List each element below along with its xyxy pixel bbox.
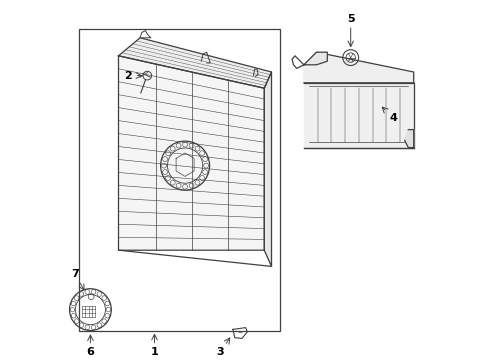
- Text: 5: 5: [346, 14, 354, 24]
- Text: 7: 7: [71, 269, 79, 279]
- Polygon shape: [118, 56, 264, 250]
- Polygon shape: [303, 83, 413, 148]
- Bar: [79, 29, 280, 331]
- Text: 3: 3: [216, 347, 224, 357]
- Text: 4: 4: [388, 113, 396, 123]
- Polygon shape: [264, 72, 271, 266]
- Text: 1: 1: [150, 347, 158, 357]
- Polygon shape: [303, 52, 413, 83]
- Text: 2: 2: [124, 71, 132, 81]
- Polygon shape: [118, 38, 271, 88]
- Text: 6: 6: [86, 347, 94, 357]
- Polygon shape: [303, 52, 326, 65]
- Polygon shape: [404, 130, 413, 148]
